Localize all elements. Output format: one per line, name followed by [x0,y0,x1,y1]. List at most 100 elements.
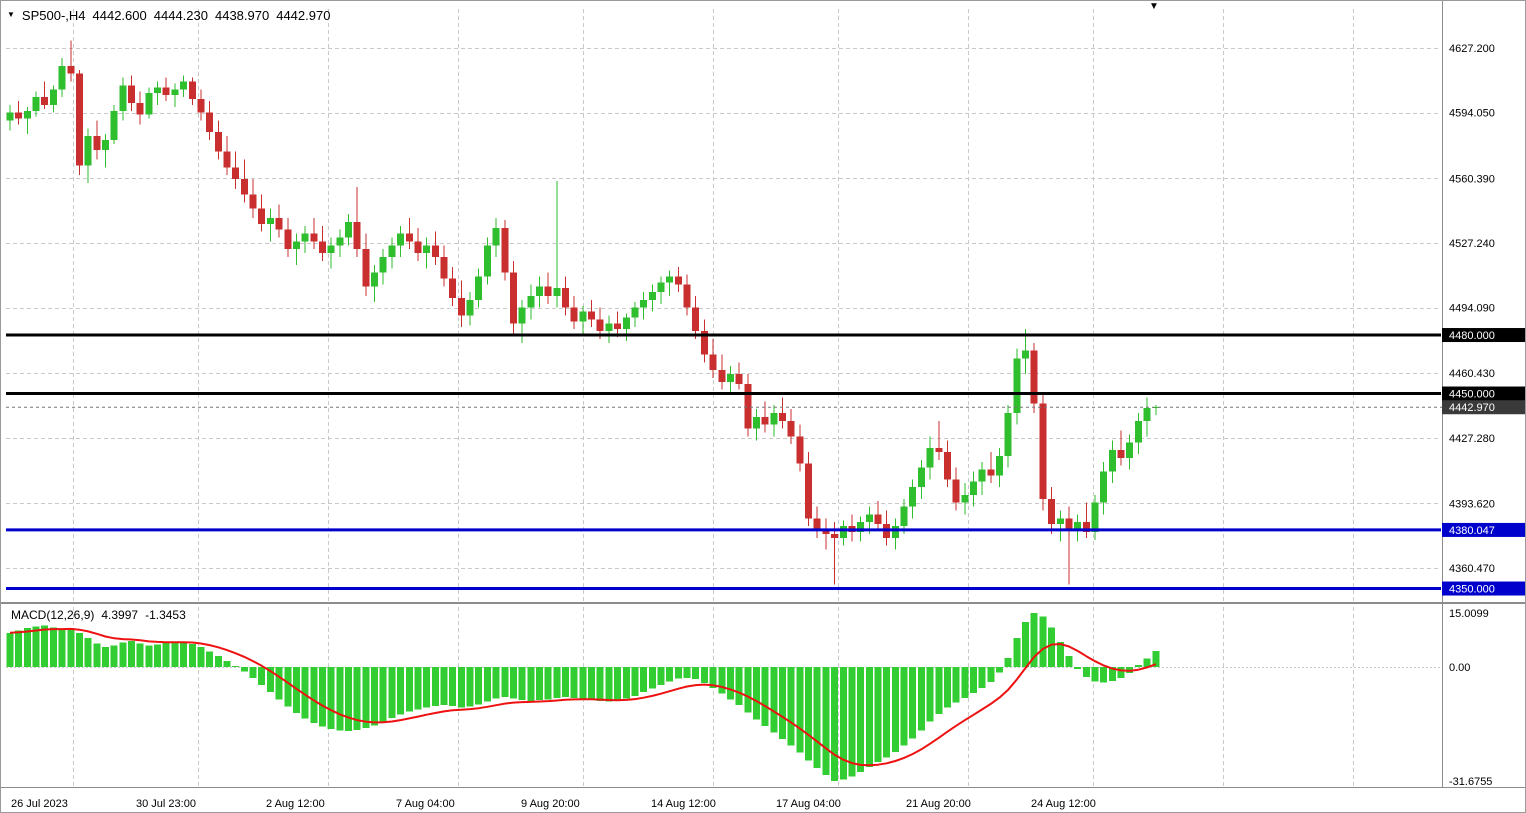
macd-bar [475,667,483,705]
candle-body [180,81,188,90]
macd-bar [223,661,231,667]
candle-body [15,112,23,119]
macd-bar [232,665,240,667]
candle-body [345,221,353,238]
candle-body [266,218,274,224]
macd-bar [588,667,596,700]
macd-bar [1048,627,1056,667]
macd-bar [779,667,787,739]
candle-body [1117,450,1125,458]
candle-body [379,257,387,273]
macd-bar [831,667,839,782]
macd-bar [180,641,188,667]
macd-bar [58,629,66,667]
macd-scale-label: -31.6755 [1449,776,1492,788]
macd-bar [996,667,1004,673]
macd-bar [15,630,23,667]
quote-low: 4438.970 [214,8,270,23]
price-tag [1442,386,1525,401]
candle-body [588,311,596,320]
macd-bar [535,667,543,701]
quote-expand-icon[interactable]: ▼ [7,9,15,19]
macd-bar [692,667,700,680]
candle-body [535,286,543,297]
x-axis-label: 7 Aug 04:00 [396,798,455,810]
macd-bar [423,667,431,708]
macd-bar [128,641,136,667]
macd-bar [570,667,578,698]
candle-body [865,514,873,523]
macd-bar [336,667,344,731]
macd-bar [301,667,309,719]
y-axis-label: 4427.280 [1449,433,1495,445]
macd-bar [978,667,986,688]
macd-bar [1126,667,1134,673]
macd-bar [362,667,370,729]
macd-bar [284,667,292,707]
macd-bar [1022,622,1030,667]
macd-bar [952,667,960,703]
candle-body [23,110,31,119]
candle-body [735,374,743,384]
macd-bar [162,643,170,667]
macd-bar [466,667,474,707]
candle-body [622,317,630,330]
macd-bar [431,667,439,706]
macd-scale-label: 15.0099 [1449,608,1489,620]
macd-bar [1056,641,1064,667]
quote-open: 4442.600 [92,8,147,23]
candle-body [32,97,40,111]
y-axis-label: 4494.090 [1449,303,1495,315]
candle-body [206,112,214,133]
candle-body [770,413,778,425]
candle-body [796,436,804,464]
macd-bar [1134,664,1142,667]
macd-bar [145,645,153,667]
candle-body [1039,403,1047,499]
macd-main-value: 4.3997 [101,608,139,622]
candle-body [874,514,882,525]
time-axis[interactable]: 26 Jul 2023 30 Jul 23:00 2 Aug 12:00 7 Aug … [11,798,1096,810]
chart-shift-marker-icon[interactable]: ▼ [1149,1,1159,12]
macd-bar [553,667,561,698]
macd-bar [310,667,318,723]
candle-body [666,276,674,283]
candle-body [67,65,75,74]
price-axis[interactable]: 4627.200 4594.050 4560.390 4527.240 4494.090… [1449,43,1495,788]
macd-bar [492,667,500,699]
candle-body [891,526,899,538]
macd-bar [75,632,83,667]
macd-bar [440,667,448,706]
candle-body [544,286,552,297]
macd-bar [136,643,144,667]
macd-bar [666,667,674,682]
macd-bar [414,667,422,710]
candle-body [128,85,136,103]
candle-body [1065,518,1073,531]
macd-bar [214,656,222,667]
macd-bar [1082,667,1090,678]
candle-body [726,374,734,382]
macd-bar [900,667,908,746]
candle-body [492,227,500,246]
macd-bar [700,667,708,683]
macd-bar [258,667,266,685]
candle-body [1091,502,1099,532]
macd-bar [345,667,353,732]
x-axis-label: 17 Aug 04:00 [776,798,841,810]
macd-bar [457,667,465,708]
macd-bar [1152,651,1160,667]
macd-bar [943,667,951,708]
price-tag-label: 4480.000 [1449,330,1495,342]
macd-bar [805,667,813,761]
macd-bar [353,667,361,730]
x-axis-label: 24 Aug 12:00 [1031,798,1096,810]
candle-body [579,311,587,322]
candle-body [831,533,839,538]
candle-body [761,416,769,425]
macd-bar [1143,658,1151,667]
candle-body [84,136,92,166]
candle-body [961,494,969,503]
candle-body [1143,407,1151,421]
